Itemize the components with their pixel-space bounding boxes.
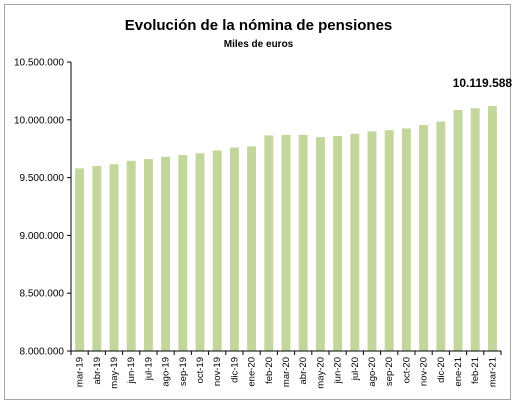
y-tick-label: 9.000.000 <box>20 231 65 242</box>
y-tick-label: 10.000.000 <box>14 115 64 126</box>
x-tick-label: abr-20 <box>298 357 309 384</box>
x-tick-label: jul-20 <box>350 357 361 381</box>
x-tick-label: mar-20 <box>281 357 292 387</box>
bar <box>264 135 274 351</box>
x-tick-label: oct-20 <box>401 357 412 383</box>
x-tick-label: dic-19 <box>229 357 240 383</box>
bar <box>281 134 291 351</box>
x-tick-label: may-19 <box>109 357 120 389</box>
x-tick-label: feb-20 <box>264 357 275 384</box>
bar <box>401 128 411 351</box>
chart-subtitle: Miles de euros <box>223 39 294 50</box>
x-tick-label: mar-21 <box>487 357 498 387</box>
x-tick-label: mar-19 <box>75 357 86 387</box>
bar <box>143 159 153 351</box>
x-tick-label: oct-19 <box>195 357 206 383</box>
y-tick-label: 8.000.000 <box>20 347 65 358</box>
bar <box>470 108 480 352</box>
x-tick-label: ene-20 <box>247 357 258 387</box>
x-tick-label: dic-20 <box>436 357 447 383</box>
x-tick-label: nov-19 <box>212 357 223 386</box>
bar <box>92 166 102 351</box>
x-tick-label: jun-20 <box>333 357 344 384</box>
x-tick-label: feb-21 <box>470 357 481 384</box>
bar <box>419 125 429 351</box>
x-tick-label: abr-19 <box>92 357 103 384</box>
x-tick-label: ago-19 <box>161 357 172 387</box>
bar <box>487 105 497 351</box>
x-tick-label: ago-20 <box>367 357 378 387</box>
y-tick-label: 10.500.000 <box>14 58 64 69</box>
x-tick-label: jun-19 <box>126 357 137 384</box>
y-tick-label: 9.500.000 <box>20 173 65 184</box>
x-tick-label: may-20 <box>315 357 326 389</box>
bar <box>384 130 394 351</box>
chart-title: Evolución de la nómina de pensiones <box>124 17 393 34</box>
bar <box>436 121 446 351</box>
x-tick-label: sep-20 <box>384 357 395 386</box>
bar <box>126 160 136 351</box>
bar <box>212 150 222 351</box>
x-tick-label: nov-20 <box>419 357 430 386</box>
bar <box>247 146 257 351</box>
bar <box>75 168 85 351</box>
bar <box>298 134 308 351</box>
bar <box>333 135 343 351</box>
bar <box>350 133 360 351</box>
x-tick-label: jul-19 <box>143 357 154 381</box>
bar <box>229 147 239 351</box>
bar <box>453 109 463 351</box>
bar <box>178 155 188 351</box>
chart-frame: Evolución de la nómina de pensiones Mile… <box>4 4 512 400</box>
bar <box>161 156 171 351</box>
bar <box>315 137 325 351</box>
x-tick-label: ene-21 <box>453 357 464 387</box>
bar <box>195 153 205 351</box>
bar-chart: 8.000.000 8.500.000 9.000.000 9.500.000 10.0… <box>14 58 512 389</box>
x-tick-label: sep-19 <box>178 357 189 386</box>
y-tick-label: 8.500.000 <box>20 289 65 300</box>
bar <box>367 131 377 351</box>
data-label: 10.119.588 <box>453 76 512 90</box>
bar <box>109 164 119 351</box>
